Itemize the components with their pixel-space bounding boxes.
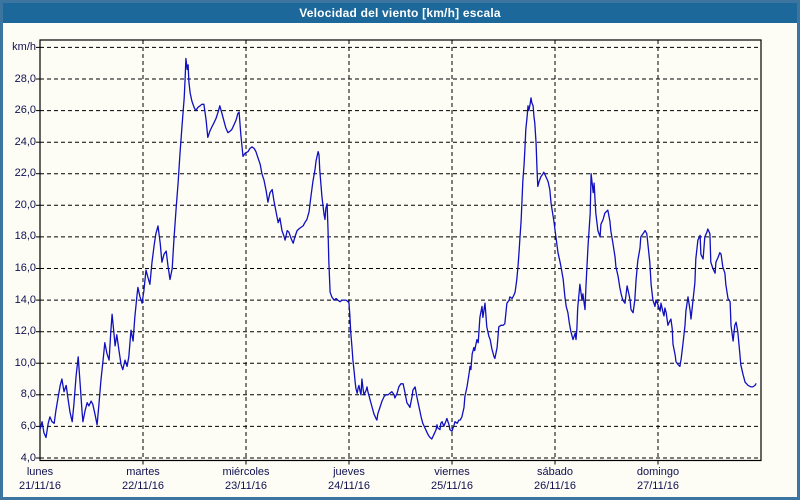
x-axis-date-label: 26/11/16	[533, 480, 576, 492]
wind-speed-line	[39, 57, 757, 440]
y-axis-label: 14,0	[14, 293, 36, 306]
x-axis-date-label: 21/11/16	[18, 480, 61, 492]
y-axis-label: 22,0	[14, 167, 36, 180]
y-axis-label: 12,0	[14, 325, 36, 338]
y-axis-label: 10,0	[14, 356, 36, 369]
x-axis-date-label: 25/11/16	[430, 480, 473, 492]
title-bar: Velocidad del viento [km/h] escala	[3, 3, 797, 23]
y-axis-label: 18,0	[14, 230, 36, 243]
y-axis-label: 8,0	[20, 388, 36, 401]
x-axis-date-label: 23/11/16	[224, 480, 267, 492]
y-axis-label: 28,0	[14, 72, 36, 85]
x-axis-day-label: miércoles	[222, 466, 270, 478]
x-axis-day-label: viernes	[434, 466, 470, 478]
y-axis-label: 4,0	[20, 451, 36, 464]
x-axis-date-label: 24/11/16	[327, 480, 370, 492]
x-axis-day-label: lunes	[26, 466, 54, 478]
chart-title: Velocidad del viento [km/h] escala	[299, 6, 501, 20]
x-axis-day-label: jueves	[333, 466, 365, 478]
y-axis-label: 16,0	[14, 262, 36, 274]
x-axis-day-label: sábado	[536, 466, 574, 478]
x-axis-day-label: domingo	[636, 466, 680, 478]
x-axis-date-label: 27/11/16	[636, 480, 679, 492]
x-axis-date-label: 22/11/16	[121, 480, 164, 492]
y-axis-label: km/h	[12, 40, 36, 53]
y-axis-label: 20,0	[14, 198, 36, 211]
y-axis-label: 26,0	[14, 104, 36, 117]
y-axis-label: 24,0	[14, 135, 36, 148]
y-axis-label: 6,0	[20, 419, 36, 432]
x-axis-day-label: martes	[126, 466, 160, 478]
